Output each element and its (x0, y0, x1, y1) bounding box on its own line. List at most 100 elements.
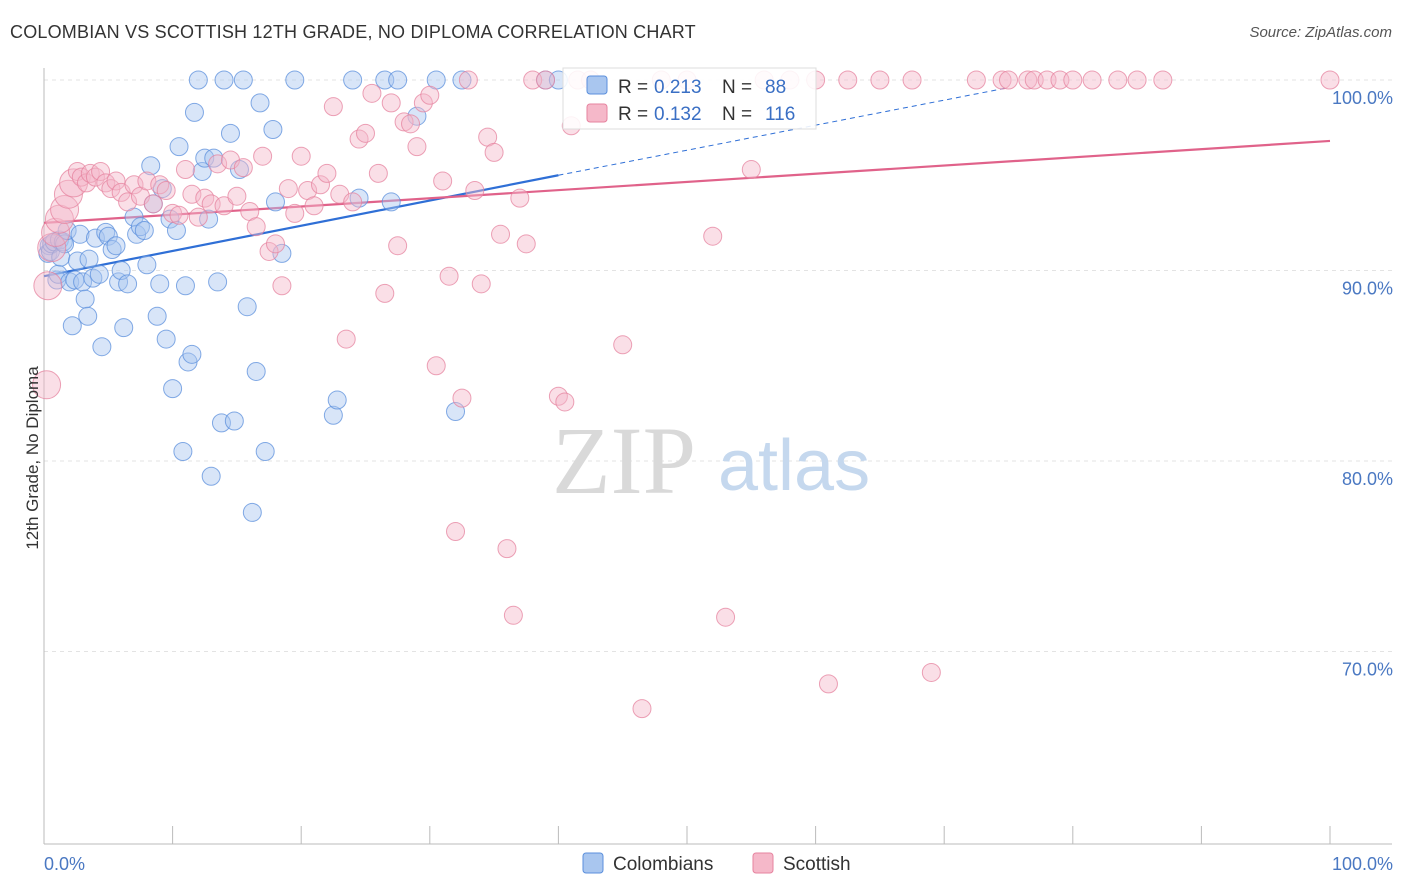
point-colombians-63 (224, 411, 244, 431)
point-colombians-16 (70, 224, 90, 244)
point-scottish-106 (1018, 70, 1038, 90)
stats-n-value-scottish: 116 (765, 104, 795, 125)
point-colombians-20 (79, 249, 99, 269)
point-scottish-43 (278, 179, 298, 199)
point-scottish-93 (716, 607, 736, 627)
point-colombians-36 (134, 220, 154, 240)
point-colombians-68 (246, 361, 266, 381)
point-scottish-63 (407, 137, 427, 157)
legend: Colombians Scottish (582, 852, 851, 875)
point-scottish-99 (838, 70, 858, 90)
point-scottish-98 (818, 674, 838, 694)
point-scottish-70 (452, 388, 472, 408)
point-scottish-18 (118, 192, 138, 212)
trend-line-colombians-extension (558, 87, 1009, 176)
point-scottish-59 (381, 93, 401, 113)
point-scottish-38 (246, 217, 266, 237)
point-colombians-24 (92, 337, 112, 357)
point-scottish-71 (458, 70, 478, 90)
point-scottish-88 (613, 335, 633, 355)
stats-r-value-scottish: 0.132 (654, 104, 702, 125)
stats-n-label-scottish: N = (722, 104, 752, 125)
point-scottish-65 (420, 85, 440, 105)
point-scottish-100 (870, 70, 890, 90)
point-colombians-67 (242, 502, 262, 522)
point-colombians-15 (67, 251, 87, 271)
y-tick-label-1: 80.0% (1342, 469, 1393, 489)
point-colombians-66 (237, 297, 257, 317)
point-colombians-71 (263, 120, 283, 140)
point-scottish-78 (503, 605, 523, 625)
point-scottish-36 (233, 158, 253, 178)
point-scottish-47 (304, 196, 324, 216)
point-colombians-41 (150, 274, 170, 294)
legend-label-scottish: Scottish (783, 854, 851, 875)
point-scottish-39 (253, 146, 273, 166)
point-colombians-35 (130, 217, 150, 237)
point-scottish-73 (471, 274, 491, 294)
point-scottish-26 (169, 205, 189, 225)
point-scottish-72 (465, 180, 485, 200)
point-scottish-19 (124, 175, 144, 195)
trend-line-colombians (43, 174, 559, 278)
point-colombians-23 (89, 264, 109, 284)
point-scottish-49 (317, 163, 337, 183)
point-scottish-28 (182, 184, 202, 204)
point-scottish-102 (921, 662, 941, 682)
point-scottish-50 (323, 97, 343, 117)
chart-source: Source: ZipAtlas.com (1249, 24, 1392, 41)
point-scottish-68 (439, 266, 459, 286)
point-scottish-48 (310, 175, 330, 195)
chart-title: COLOMBIAN VS SCOTTISH 12TH GRADE, NO DIP… (10, 22, 696, 42)
legend-swatch-scottish (752, 852, 774, 874)
point-colombians-81 (388, 70, 408, 90)
y-tick-label-2: 90.0% (1342, 279, 1393, 299)
point-colombians-45 (163, 379, 183, 399)
x-tick-label-1: 100.0% (1332, 854, 1393, 874)
point-scottish-57 (368, 163, 388, 183)
point-scottish-111 (1082, 70, 1102, 90)
point-colombians-75 (323, 405, 343, 425)
point-scottish-1 (33, 271, 63, 301)
point-colombians-61 (214, 70, 234, 90)
point-scottish-12 (85, 167, 105, 187)
point-scottish-61 (394, 112, 414, 132)
point-scottish-29 (188, 207, 208, 227)
stats-swatch-scottish (586, 103, 608, 123)
point-colombians-37 (137, 255, 157, 275)
stats-r-label-colombians: R = (618, 77, 648, 98)
series-scottish (32, 70, 1340, 719)
x-tick-label-0: 0.0% (44, 854, 85, 874)
point-scottish-114 (1153, 70, 1173, 90)
point-scottish-80 (516, 234, 536, 254)
stats-n-value-colombians: 88 (765, 77, 786, 98)
x-tick-labels: 0.0% 100.0% (44, 854, 1393, 874)
stats-r-value-colombians: 0.213 (654, 77, 702, 98)
watermark-zip: ZIP (552, 407, 696, 514)
point-scottish-79 (510, 188, 530, 208)
watermark-atlas: atlas (718, 426, 870, 506)
point-scottish-67 (433, 171, 453, 191)
point-scottish-103 (966, 70, 986, 90)
point-colombians-28 (106, 236, 126, 256)
point-scottish-21 (137, 171, 157, 191)
point-scottish-101 (902, 70, 922, 90)
point-colombians-19 (78, 306, 98, 326)
point-scottish-75 (484, 142, 504, 162)
point-colombians-13 (62, 316, 82, 336)
point-colombians-57 (201, 466, 221, 486)
point-colombians-31 (114, 318, 134, 338)
point-scottish-76 (491, 224, 511, 244)
point-colombians-65 (233, 70, 253, 90)
point-scottish-0 (32, 370, 62, 400)
point-colombians-47 (169, 137, 189, 157)
point-scottish-16 (106, 171, 126, 191)
point-scottish-92 (703, 226, 723, 246)
legend-label-colombians: Colombians (613, 854, 713, 875)
point-scottish-94 (741, 160, 761, 180)
point-scottish-104 (992, 70, 1012, 90)
point-scottish-62 (401, 114, 421, 134)
point-scottish-55 (356, 123, 375, 143)
point-scottish-42 (272, 276, 292, 296)
